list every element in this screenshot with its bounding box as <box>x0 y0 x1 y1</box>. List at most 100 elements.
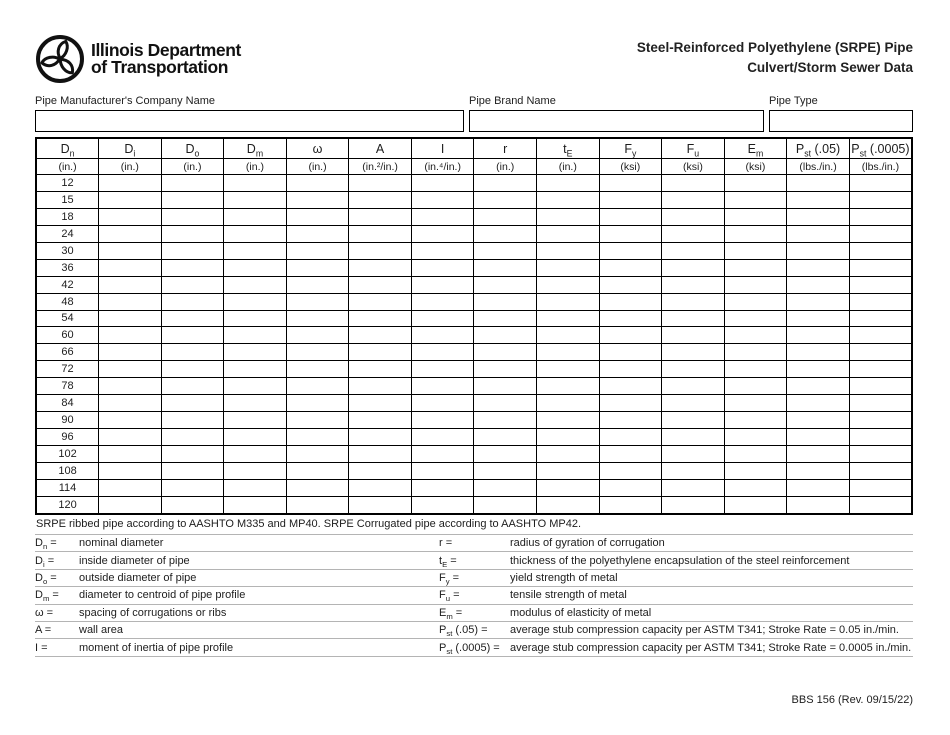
data-entry-cell[interactable] <box>598 174 663 192</box>
data-entry-cell[interactable] <box>473 258 537 277</box>
data-entry-cell[interactable] <box>598 411 663 430</box>
data-entry-cell[interactable] <box>848 478 913 497</box>
data-entry-cell[interactable] <box>786 343 850 362</box>
data-entry-cell[interactable] <box>348 190 412 209</box>
data-entry-cell[interactable] <box>786 258 850 277</box>
data-entry-cell[interactable] <box>536 224 600 243</box>
data-entry-cell[interactable] <box>473 411 537 430</box>
data-entry-cell[interactable] <box>723 428 788 446</box>
data-entry-cell[interactable] <box>598 292 663 311</box>
data-entry-cell[interactable] <box>661 241 725 260</box>
data-entry-cell[interactable] <box>786 292 850 311</box>
data-entry-cell[interactable] <box>473 394 537 413</box>
data-entry-cell[interactable] <box>98 428 162 446</box>
data-entry-cell[interactable] <box>661 190 725 209</box>
data-entry-cell[interactable] <box>848 275 913 294</box>
data-entry-cell[interactable] <box>348 377 412 396</box>
data-entry-cell[interactable] <box>473 190 537 209</box>
data-entry-cell[interactable] <box>98 275 162 294</box>
data-entry-cell[interactable] <box>473 275 537 294</box>
data-entry-cell[interactable] <box>98 377 162 396</box>
data-entry-cell[interactable] <box>223 360 287 379</box>
data-entry-cell[interactable] <box>536 309 600 328</box>
data-entry-cell[interactable] <box>98 495 162 515</box>
data-entry-cell[interactable] <box>285 241 350 260</box>
data-entry-cell[interactable] <box>223 445 287 463</box>
data-entry-cell[interactable] <box>661 292 725 311</box>
data-entry-cell[interactable] <box>723 292 788 311</box>
data-entry-cell[interactable] <box>410 428 475 446</box>
data-entry-cell[interactable] <box>786 190 850 209</box>
data-entry-cell[interactable] <box>223 275 287 294</box>
data-entry-cell[interactable] <box>848 309 913 328</box>
manufacturer-name-input[interactable] <box>35 110 464 132</box>
data-entry-cell[interactable] <box>723 461 788 480</box>
data-entry-cell[interactable] <box>98 445 162 463</box>
data-entry-cell[interactable] <box>786 411 850 430</box>
data-entry-cell[interactable] <box>661 174 725 192</box>
data-entry-cell[interactable] <box>786 326 850 345</box>
data-entry-cell[interactable] <box>285 309 350 328</box>
data-entry-cell[interactable] <box>410 207 475 226</box>
data-entry-cell[interactable] <box>598 461 663 480</box>
data-entry-cell[interactable] <box>348 445 412 463</box>
data-entry-cell[interactable] <box>473 360 537 379</box>
data-entry-cell[interactable] <box>848 224 913 243</box>
data-entry-cell[interactable] <box>661 207 725 226</box>
data-entry-cell[interactable] <box>786 394 850 413</box>
data-entry-cell[interactable] <box>536 377 600 396</box>
data-entry-cell[interactable] <box>536 326 600 345</box>
data-entry-cell[interactable] <box>536 478 600 497</box>
data-entry-cell[interactable] <box>786 461 850 480</box>
data-entry-cell[interactable] <box>786 495 850 515</box>
data-entry-cell[interactable] <box>160 207 225 226</box>
data-entry-cell[interactable] <box>473 461 537 480</box>
data-entry-cell[interactable] <box>598 495 663 515</box>
data-entry-cell[interactable] <box>661 326 725 345</box>
data-entry-cell[interactable] <box>786 360 850 379</box>
data-entry-cell[interactable] <box>661 428 725 446</box>
data-entry-cell[interactable] <box>160 174 225 192</box>
data-entry-cell[interactable] <box>410 360 475 379</box>
data-entry-cell[interactable] <box>661 478 725 497</box>
data-entry-cell[interactable] <box>160 343 225 362</box>
data-entry-cell[interactable] <box>473 241 537 260</box>
data-entry-cell[interactable] <box>723 343 788 362</box>
data-entry-cell[interactable] <box>348 241 412 260</box>
data-entry-cell[interactable] <box>285 394 350 413</box>
data-entry-cell[interactable] <box>223 411 287 430</box>
data-entry-cell[interactable] <box>848 360 913 379</box>
data-entry-cell[interactable] <box>661 411 725 430</box>
data-entry-cell[interactable] <box>661 309 725 328</box>
data-entry-cell[interactable] <box>223 377 287 396</box>
data-entry-cell[interactable] <box>723 241 788 260</box>
data-entry-cell[interactable] <box>160 326 225 345</box>
data-entry-cell[interactable] <box>473 326 537 345</box>
data-entry-cell[interactable] <box>410 258 475 277</box>
data-entry-cell[interactable] <box>223 190 287 209</box>
data-entry-cell[interactable] <box>848 461 913 480</box>
data-entry-cell[interactable] <box>285 478 350 497</box>
data-entry-cell[interactable] <box>285 174 350 192</box>
data-entry-cell[interactable] <box>223 241 287 260</box>
data-entry-cell[interactable] <box>723 360 788 379</box>
data-entry-cell[interactable] <box>348 428 412 446</box>
data-entry-cell[interactable] <box>160 428 225 446</box>
data-entry-cell[interactable] <box>285 343 350 362</box>
data-entry-cell[interactable] <box>348 258 412 277</box>
data-entry-cell[interactable] <box>473 174 537 192</box>
data-entry-cell[interactable] <box>723 224 788 243</box>
data-entry-cell[interactable] <box>848 377 913 396</box>
data-entry-cell[interactable] <box>473 292 537 311</box>
data-entry-cell[interactable] <box>661 343 725 362</box>
data-entry-cell[interactable] <box>848 394 913 413</box>
data-entry-cell[interactable] <box>410 292 475 311</box>
data-entry-cell[interactable] <box>473 224 537 243</box>
data-entry-cell[interactable] <box>160 190 225 209</box>
data-entry-cell[interactable] <box>285 190 350 209</box>
data-entry-cell[interactable] <box>536 258 600 277</box>
data-entry-cell[interactable] <box>723 207 788 226</box>
data-entry-cell[interactable] <box>160 224 225 243</box>
data-entry-cell[interactable] <box>848 495 913 515</box>
data-entry-cell[interactable] <box>98 461 162 480</box>
